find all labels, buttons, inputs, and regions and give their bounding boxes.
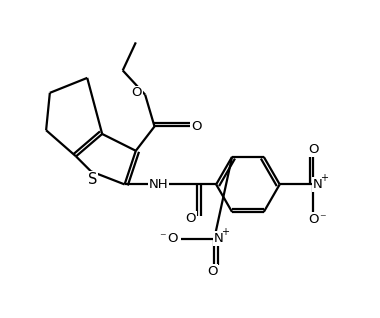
Text: NH: NH (149, 178, 168, 191)
Text: O: O (308, 143, 318, 156)
Text: N: N (214, 232, 224, 245)
Text: O: O (207, 265, 218, 278)
Text: O: O (132, 86, 142, 99)
Text: N: N (313, 178, 323, 191)
Text: +: + (221, 227, 229, 237)
Text: S: S (88, 172, 98, 187)
Text: ⁻: ⁻ (159, 231, 165, 244)
Text: O: O (167, 232, 178, 245)
Text: O: O (192, 120, 202, 133)
Text: ⁻: ⁻ (319, 213, 326, 226)
Text: O: O (308, 213, 318, 226)
Text: O: O (185, 211, 196, 225)
Text: +: + (320, 173, 328, 183)
